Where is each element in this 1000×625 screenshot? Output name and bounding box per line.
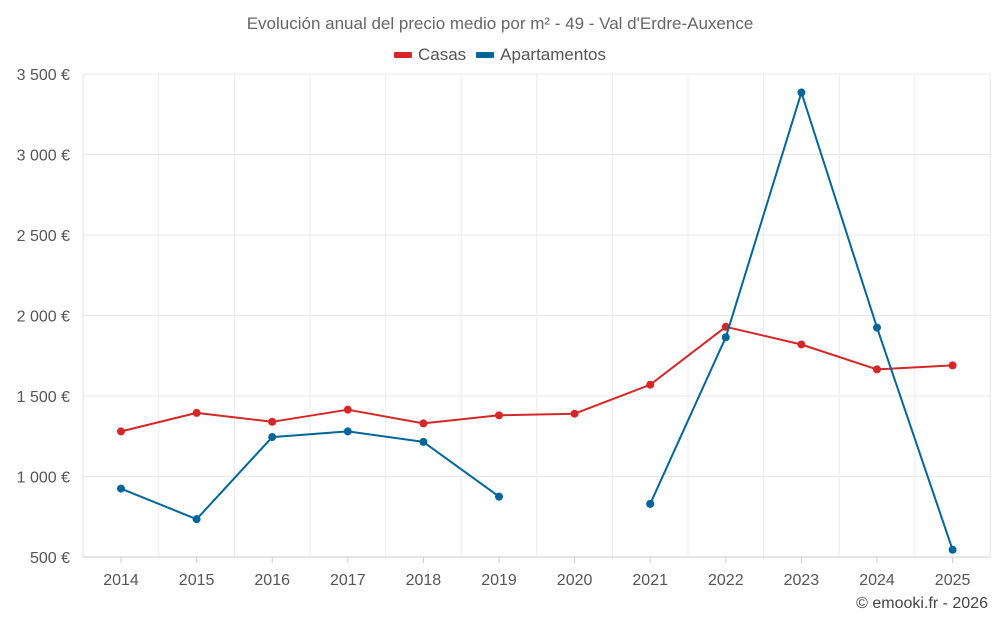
legend-swatch-casas	[393, 52, 412, 58]
data-point-casas	[495, 411, 503, 420]
x-tick-label: 2014	[103, 572, 139, 589]
legend-item-apartamentos[interactable]: Apartamentos	[476, 45, 606, 65]
legend-label-apartamentos: Apartamentos	[500, 45, 607, 64]
data-point-casas	[117, 427, 125, 436]
x-tick-label: 2019	[481, 572, 517, 589]
data-point-apartamentos	[268, 433, 277, 442]
series-casas	[117, 322, 957, 436]
credit: © emooki.fr - 2026	[856, 595, 988, 612]
x-tick-label: 2018	[406, 572, 442, 589]
x-tick-label: 2015	[179, 572, 215, 589]
data-point-casas	[192, 408, 201, 417]
series-apartamentos	[117, 88, 957, 554]
y-tick-label: 2 500 €	[17, 228, 70, 245]
series-layer	[117, 88, 957, 554]
data-point-casas	[948, 361, 957, 370]
x-tick-label: 2021	[632, 572, 668, 589]
data-point-casas	[797, 340, 806, 349]
x-tick-label: 2016	[254, 572, 290, 589]
data-point-apartamentos	[343, 427, 352, 436]
data-point-casas	[343, 405, 352, 414]
x-tick-label: 2017	[330, 572, 366, 589]
y-tick-label: 3 000 €	[17, 148, 70, 165]
y-tick-label: 3 500 €	[17, 67, 70, 84]
x-tick-label: 2023	[784, 572, 820, 589]
y-tick-label: 1 500 €	[17, 389, 70, 406]
x-tick-label: 2020	[557, 572, 593, 589]
data-point-casas	[419, 419, 428, 428]
legend-item-casas[interactable]: Casas	[393, 45, 467, 65]
y-tick-label: 1 000 €	[17, 470, 70, 487]
x-tick-label: 2022	[708, 572, 744, 589]
data-point-apartamentos	[873, 323, 881, 332]
legend: Casas Apartamentos	[0, 45, 1000, 65]
data-point-apartamentos	[646, 499, 655, 508]
axes: 500 € 1 000 € 1 500 € 2 000 € 2 500 € 3 000 €…	[17, 67, 990, 589]
y-tick-label: 2 000 €	[17, 309, 70, 326]
y-tick-label: 500 €	[30, 550, 70, 567]
data-point-casas	[570, 409, 579, 418]
data-point-casas	[268, 417, 277, 426]
data-point-apartamentos	[797, 88, 806, 97]
x-tick-label: 2025	[935, 572, 971, 589]
legend-swatch-apartamentos	[476, 52, 495, 58]
data-point-casas	[646, 380, 655, 389]
data-point-apartamentos	[117, 484, 125, 493]
x-tick-label: 2024	[859, 572, 895, 589]
chart-title: Evolución anual del precio medio por m² …	[246, 14, 754, 33]
data-point-apartamentos	[192, 515, 201, 524]
data-point-apartamentos	[721, 333, 730, 342]
data-point-apartamentos	[495, 492, 503, 501]
data-point-apartamentos	[948, 545, 957, 554]
data-point-casas	[873, 365, 881, 374]
series-line-casas	[120, 325, 953, 433]
data-point-apartamentos	[419, 437, 428, 446]
legend-label-casas: Casas	[417, 45, 467, 64]
grid	[82, 73, 991, 558]
